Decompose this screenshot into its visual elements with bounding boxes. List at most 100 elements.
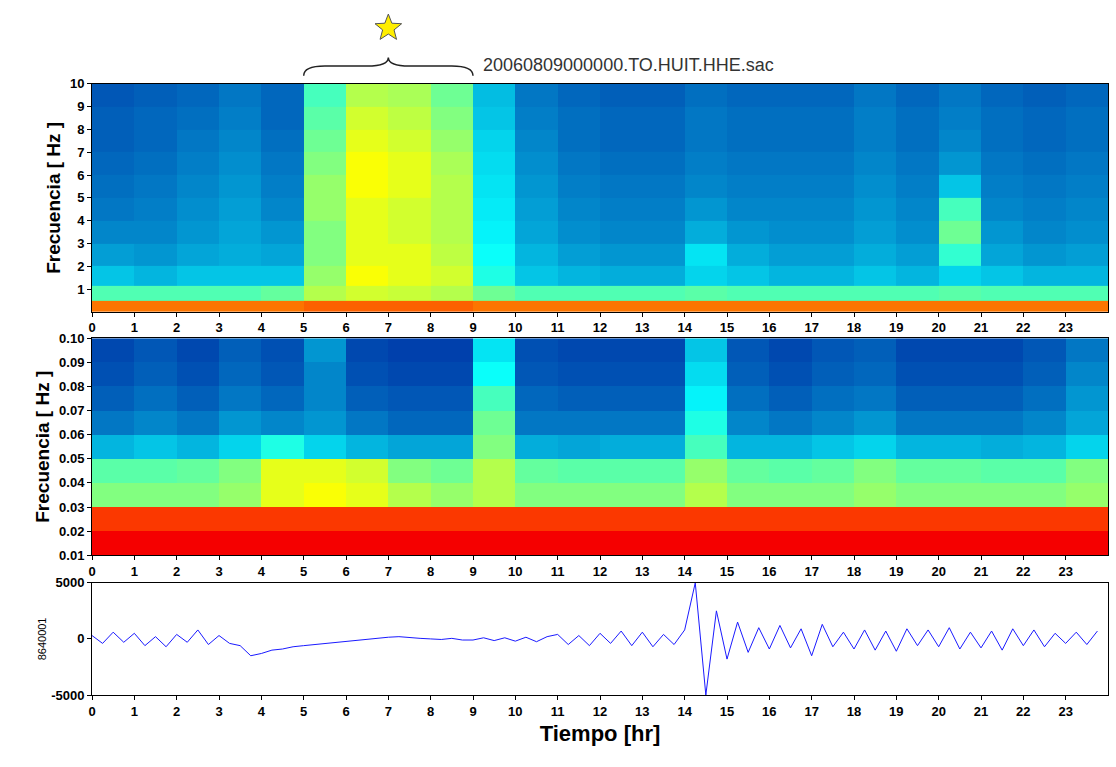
svg-text:21: 21: [974, 704, 988, 719]
svg-text:2: 2: [173, 320, 180, 335]
svg-text:12: 12: [593, 564, 607, 579]
svg-text:4: 4: [258, 704, 266, 719]
svg-text:11: 11: [551, 564, 565, 579]
svg-text:17: 17: [804, 704, 818, 719]
svg-text:8: 8: [427, 564, 434, 579]
svg-text:12: 12: [593, 704, 607, 719]
svg-text:19: 19: [889, 320, 903, 335]
svg-text:22: 22: [1016, 564, 1030, 579]
svg-text:9: 9: [77, 99, 84, 114]
svg-text:5: 5: [300, 320, 307, 335]
svg-text:7: 7: [77, 145, 84, 160]
svg-text:3: 3: [215, 320, 222, 335]
svg-text:6: 6: [342, 320, 349, 335]
svg-text:9: 9: [469, 320, 476, 335]
svg-text:18: 18: [847, 564, 861, 579]
svg-text:0.07: 0.07: [59, 403, 84, 418]
svg-text:2: 2: [173, 564, 180, 579]
svg-text:16: 16: [762, 564, 776, 579]
svg-text:15: 15: [720, 564, 734, 579]
svg-text:0: 0: [88, 704, 95, 719]
svg-text:8: 8: [427, 704, 434, 719]
svg-text:21: 21: [974, 564, 988, 579]
svg-text:6: 6: [342, 704, 349, 719]
svg-text:0.05: 0.05: [59, 451, 84, 466]
svg-text:0.10: 0.10: [59, 331, 84, 346]
svg-text:0: 0: [77, 631, 84, 646]
svg-text:5: 5: [300, 704, 307, 719]
svg-text:0: 0: [88, 564, 95, 579]
svg-text:13: 13: [635, 564, 649, 579]
svg-text:23: 23: [1058, 320, 1072, 335]
svg-text:Tiempo [hr]: Tiempo [hr]: [540, 721, 661, 746]
svg-text:20060809000000.TO.HUIT.HHE.sac: 20060809000000.TO.HUIT.HHE.sac: [483, 55, 774, 75]
svg-text:18: 18: [847, 320, 861, 335]
svg-text:15: 15: [720, 704, 734, 719]
svg-text:8: 8: [427, 320, 434, 335]
svg-text:5: 5: [300, 564, 307, 579]
svg-text:17: 17: [804, 564, 818, 579]
svg-text:3: 3: [77, 236, 84, 251]
svg-text:10: 10: [508, 320, 522, 335]
svg-text:13: 13: [635, 704, 649, 719]
svg-text:Frecuencia [ Hz ]: Frecuencia [ Hz ]: [32, 371, 53, 523]
svg-text:15: 15: [720, 320, 734, 335]
svg-text:0: 0: [88, 320, 95, 335]
svg-text:2: 2: [77, 259, 84, 274]
svg-text:10: 10: [508, 704, 522, 719]
svg-text:11: 11: [551, 320, 565, 335]
svg-text:6: 6: [77, 168, 84, 183]
svg-text:0.01: 0.01: [59, 548, 84, 563]
svg-text:7: 7: [385, 564, 392, 579]
svg-text:12: 12: [593, 320, 607, 335]
svg-text:4: 4: [77, 213, 85, 228]
svg-text:14: 14: [677, 704, 692, 719]
svg-text:16: 16: [762, 320, 776, 335]
svg-text:4: 4: [258, 320, 266, 335]
svg-text:22: 22: [1016, 320, 1030, 335]
svg-text:1: 1: [131, 320, 138, 335]
svg-text:6: 6: [342, 564, 349, 579]
svg-text:22: 22: [1016, 704, 1030, 719]
svg-text:5: 5: [77, 190, 84, 205]
svg-text:0.06: 0.06: [59, 427, 84, 442]
svg-text:8: 8: [77, 122, 84, 137]
svg-text:0.04: 0.04: [59, 475, 85, 490]
svg-text:5000: 5000: [55, 575, 84, 590]
svg-text:17: 17: [804, 320, 818, 335]
svg-text:0.08: 0.08: [59, 379, 84, 394]
svg-text:8640001: 8640001: [36, 617, 48, 660]
svg-text:2: 2: [173, 704, 180, 719]
svg-text:0.03: 0.03: [59, 500, 84, 515]
svg-text:9: 9: [469, 564, 476, 579]
svg-text:0.02: 0.02: [59, 524, 84, 539]
svg-text:7: 7: [385, 320, 392, 335]
svg-text:19: 19: [889, 704, 903, 719]
svg-text:7: 7: [385, 704, 392, 719]
svg-text:3: 3: [215, 564, 222, 579]
svg-text:16: 16: [762, 704, 776, 719]
svg-text:20: 20: [931, 564, 945, 579]
svg-text:10: 10: [508, 564, 522, 579]
svg-text:10: 10: [70, 76, 84, 91]
svg-text:9: 9: [469, 704, 476, 719]
svg-text:3: 3: [215, 704, 222, 719]
svg-text:20: 20: [931, 704, 945, 719]
svg-text:14: 14: [677, 320, 692, 335]
svg-text:21: 21: [974, 320, 988, 335]
svg-text:13: 13: [635, 320, 649, 335]
svg-text:Frecuencia [ Hz ]: Frecuencia [ Hz ]: [43, 122, 64, 274]
svg-text:14: 14: [677, 564, 692, 579]
svg-text:11: 11: [551, 704, 565, 719]
svg-text:19: 19: [889, 564, 903, 579]
svg-text:23: 23: [1058, 704, 1072, 719]
svg-text:-5000: -5000: [51, 688, 84, 703]
svg-text:18: 18: [847, 704, 861, 719]
svg-text:20: 20: [931, 320, 945, 335]
svg-text:1: 1: [131, 704, 138, 719]
svg-text:1: 1: [131, 564, 138, 579]
svg-text:0.09: 0.09: [59, 355, 84, 370]
svg-text:1: 1: [77, 282, 84, 297]
svg-text:23: 23: [1058, 564, 1072, 579]
svg-text:4: 4: [258, 564, 266, 579]
